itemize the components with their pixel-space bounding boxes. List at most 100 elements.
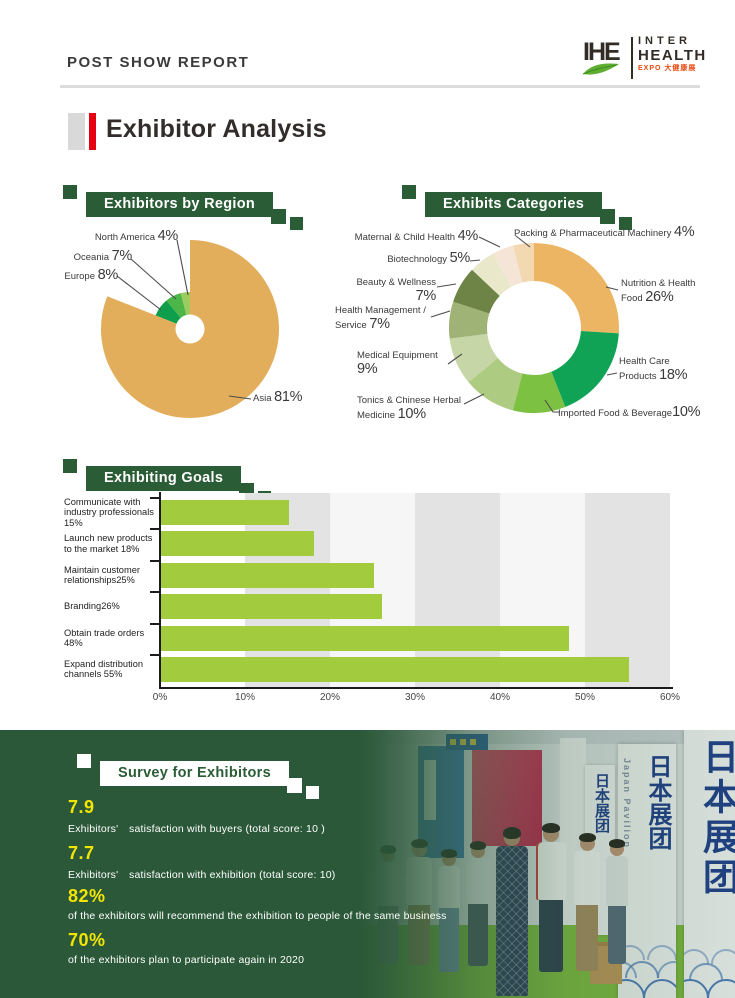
label-pct: 7% [111, 248, 133, 264]
goals-x-tick-label: 30% [404, 692, 425, 703]
ribbon-deco-square [63, 459, 77, 473]
ribbon-deco-square [77, 754, 91, 768]
label-text: Maternal & Child Health [354, 232, 458, 243]
goals-y-tick [150, 654, 160, 656]
goal-bar-maintain-customer-relationships [161, 562, 374, 588]
goals-y-tick [150, 559, 160, 562]
donut-label-tonics: Tonics & Chinese Herbal Medicine 10% [357, 395, 469, 424]
section-banner-goals-label: Exhibiting Goals [104, 470, 224, 486]
goal-bar-obtain-trade-orders [161, 625, 569, 651]
label-pct: 7% [415, 288, 437, 305]
goals-x-tick-label: 20% [319, 692, 340, 703]
donut-label-nutrition: Nutrition & Health Food 26% [621, 278, 731, 307]
label-pct: 10% [672, 404, 701, 420]
report-title: POST SHOW REPORT [67, 54, 250, 71]
donut-slice-beauty-wellness [453, 269, 500, 314]
ribbon-deco-square [619, 217, 633, 230]
stat-value-buyers-satisfaction: 7.9 [68, 797, 95, 817]
stat-value-recommend: 82% [68, 886, 106, 906]
ribbon-deco-square [402, 185, 416, 199]
donut-slice-packing-pharmaceutical-machinery [512, 243, 534, 283]
ribbon-deco-square [290, 217, 304, 230]
categories-donut-chart [448, 243, 619, 413]
donut-label-imported: Imported Food & Beverage10% [558, 404, 735, 421]
survey-panel: 日本展团 Japan Pavilion 日本展团 日本展团 [0, 730, 735, 998]
logo-divider [631, 37, 633, 79]
donut-slice-health-care-products [551, 330, 619, 408]
title-accent-gray [68, 113, 85, 150]
section-banner-region: Exhibitors by Region [63, 185, 304, 230]
ribbon-deco-square [271, 209, 287, 224]
ribbon-deco-square [63, 185, 77, 199]
logo-abbr-block: IHE [582, 36, 629, 80]
goals-bar-plot [150, 493, 672, 687]
donut-slice-medical-equipment [449, 333, 498, 383]
logo-abbr-text: IHE [583, 38, 621, 66]
logo-line-expo: EXPO 大健康展 [638, 65, 697, 73]
goal-bar-expand-distribution-channels [161, 657, 629, 682]
pie-center-hole [175, 314, 205, 344]
ribbon-deco-square [286, 778, 302, 793]
label-text: Medical Equipment [357, 350, 438, 361]
stat-desc-recommend: of the exhibitors will recommend the exh… [68, 910, 447, 922]
goals-x-tick-label: 0% [152, 692, 168, 703]
region-pie-chart [101, 240, 280, 418]
section-banner-categories: Exhibits Categories [402, 185, 633, 230]
label-pct: 26% [645, 289, 674, 306]
goals-y-tick [150, 591, 160, 594]
label-pct: 5% [449, 250, 471, 266]
label-text: Packing & Pharmaceutical Machinery [514, 228, 674, 239]
label-pct: 4% [457, 228, 479, 244]
donut-slice-nutrition-health-food [534, 243, 619, 334]
ribbon-deco-square [600, 209, 616, 224]
goals-category-labels: Communicate with industry professionals … [64, 493, 158, 687]
logo-text-block: INTER HEALTH EXPO 大健康展 [638, 35, 707, 73]
header-divider-line [60, 85, 700, 88]
section-banner-goals: Exhibiting Goals [63, 459, 272, 504]
stat-value-exhibition-satisfaction: 7.7 [68, 843, 95, 863]
goals-y-tick [150, 528, 160, 531]
goal-bar-branding [161, 594, 382, 620]
section-banner-survey: Survey for Exhibitors [77, 754, 319, 799]
goal-label-branding: Branding26% [64, 601, 120, 612]
label-text: Health Management / Service [335, 305, 426, 332]
label-pct: 9% [357, 361, 378, 378]
label-text: Europe [64, 271, 98, 282]
title-accent-red [89, 113, 96, 150]
label-text: Beauty & Wellness [356, 277, 436, 288]
goal-label-communicate-with-industry-professionals: Communicate with industry professionals … [64, 496, 154, 528]
label-text: Nutrition & Health Food [621, 278, 696, 305]
label-pct: 10% [397, 406, 426, 423]
goals-x-tick-label: 10% [234, 692, 255, 703]
goal-bar-communicate-with-industry-professionals [161, 500, 289, 525]
donut-slice-health-management-service [448, 301, 490, 339]
donut-label-packing: Packing & Pharmaceutical Machinery 4% [514, 224, 724, 241]
donut-label-medical: Medical Equipment 9% [357, 350, 452, 379]
pie-label-oceania: Oceania 7% [56, 248, 133, 265]
label-text: Tonics & Chinese Herbal Medicine [357, 395, 462, 422]
stat-desc-exhibition-satisfaction: Exhibitors' satisfaction with exhibition… [68, 869, 336, 881]
exhibition-photo: 日本展团 Japan Pavilion 日本展团 日本展团 [360, 730, 735, 998]
goal-label-launch-new-products-to-the-market: Launch new products to the market 18% [64, 533, 153, 554]
pie-label-asia: Asia 81% [253, 389, 343, 406]
goals-y-axis [159, 492, 161, 689]
section-banner-region-label: Exhibitors by Region [104, 196, 256, 212]
donut-label-biotechnology: Biotechnology 5% [370, 250, 470, 267]
goal-label-maintain-customer-relationships: Maintain customer relationships25% [64, 564, 140, 586]
label-text: Biotechnology [387, 254, 450, 265]
goals-x-tick-label: 50% [574, 692, 595, 703]
label-text: Asia [253, 393, 275, 404]
page-title: Exhibitor Analysis [106, 115, 327, 143]
donut-slice-maternal-child-health [493, 245, 523, 287]
ihe-expo-logo: IHE INTER HEALTH EXPO 大健康展 [582, 35, 707, 80]
donut-label-health-management: Health Management / Service 7% [335, 305, 435, 334]
label-text: Health Care Products [619, 356, 670, 383]
label-pct: 4% [157, 228, 179, 244]
ribbon-deco-square [305, 786, 319, 799]
label-pct: 8% [97, 267, 119, 283]
donut-label-healthcare: Health Care Products 18% [619, 356, 719, 385]
goals-x-tick-label: 40% [489, 692, 510, 703]
label-pct: 4% [674, 224, 695, 240]
label-text: Imported Food & Beverage [558, 408, 673, 419]
